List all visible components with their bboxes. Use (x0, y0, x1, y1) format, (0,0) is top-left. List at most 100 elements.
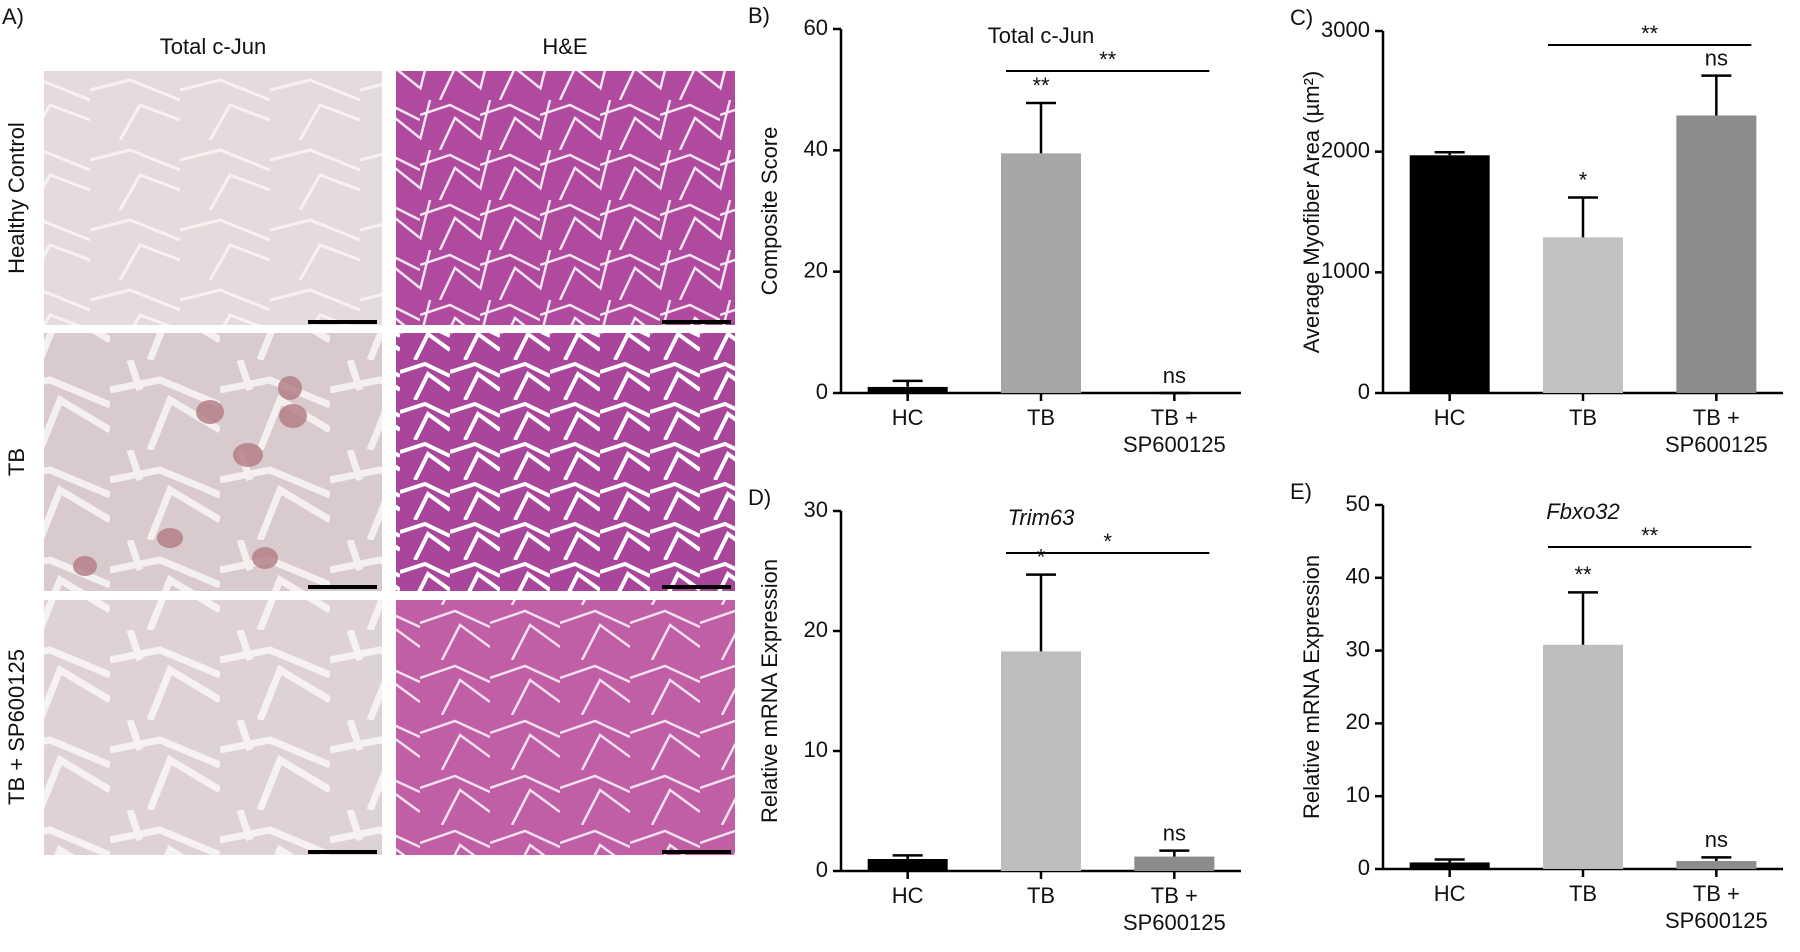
bracket-label: ** (1099, 47, 1117, 72)
micrograph (396, 600, 735, 855)
panel-label: C) (1290, 5, 1313, 30)
column-title: Total c-Jun (160, 34, 266, 59)
significance-label: ns (1163, 363, 1186, 388)
bar (1543, 644, 1623, 869)
row-label: TB + SP600125 (4, 649, 29, 805)
bracket-label: ** (1641, 21, 1659, 46)
bracket-label: * (1103, 529, 1112, 554)
error-bar (1159, 849, 1190, 857)
column-title: H&E (542, 34, 587, 59)
error-bar (1701, 856, 1732, 861)
significance-label: ns (1705, 827, 1728, 852)
x-tick-label-line: TB + (1693, 881, 1740, 906)
y-axis-label: Relative mRNA Expression (757, 559, 782, 823)
bar (1001, 153, 1081, 393)
error-bar (1026, 573, 1056, 652)
micrograph (44, 71, 382, 325)
y-tick-label: 60 (804, 15, 828, 40)
x-tick-label: TB (1569, 881, 1597, 906)
panel-a: A) Total c-Jun H&E Healthy Control TB TB… (2, 4, 735, 855)
y-tick-label: 3000 (1321, 17, 1370, 42)
bracket-label: ** (1641, 523, 1659, 548)
row-label: TB (4, 448, 29, 476)
bar-chart: B) Composite Score Total c-Jun 0 20 40 60 HC TB *… (748, 3, 1241, 457)
error-bar (892, 854, 923, 859)
y-tick-label: 10 (804, 737, 828, 762)
chart-title: Trim63 (1008, 505, 1076, 530)
x-tick-label-line: SP600125 (1123, 910, 1226, 935)
x-tick-label: HC (1434, 881, 1466, 906)
panel-label: B) (748, 3, 770, 28)
bar (1409, 155, 1490, 393)
bar (1001, 651, 1081, 871)
y-tick-label: 0 (816, 857, 828, 882)
bar (1543, 237, 1623, 393)
y-tick-label: 40 (804, 136, 828, 161)
y-axis-label: Composite Score (757, 127, 782, 296)
x-tick-label: HC (892, 405, 924, 430)
y-tick-label: 2000 (1321, 137, 1370, 162)
bar (1409, 862, 1490, 869)
micrograph (396, 71, 735, 325)
significance-label: ns (1163, 820, 1186, 845)
significance-label: * (1579, 167, 1588, 192)
error-bar (1026, 101, 1056, 154)
micrograph (44, 600, 382, 855)
chart-title: Total c-Jun (988, 23, 1094, 48)
y-tick-label: 20 (1346, 709, 1370, 734)
bar-chart: D) Relative mRNA Expression Trim63 0 10 20 30 H… (748, 485, 1241, 935)
y-tick-label: 30 (1346, 636, 1370, 661)
significance-label: * (1037, 544, 1046, 569)
y-tick-label: 40 (1346, 564, 1370, 589)
x-tick-label: HC (1434, 405, 1466, 430)
row-label: Healthy Control (4, 122, 29, 274)
bar-chart: C) Average Myofiber Area (µm²) 0 1000 2000 30… (1290, 5, 1783, 457)
y-tick-label: 10 (1346, 782, 1370, 807)
y-tick-label: 20 (804, 257, 828, 282)
x-tick-label: TB + SP600125 (1665, 405, 1768, 457)
x-tick-label: TB + SP600125 (1665, 881, 1768, 933)
x-tick-label: TB (1027, 405, 1055, 430)
bar (1676, 115, 1757, 393)
error-bar (1568, 591, 1598, 645)
bar (1676, 860, 1757, 869)
stain-spots (73, 376, 307, 576)
significance-label: ** (1032, 73, 1050, 98)
y-tick-label: 0 (1358, 855, 1370, 880)
error-bar (1434, 151, 1465, 156)
y-tick-label: 0 (816, 379, 828, 404)
bar (867, 386, 948, 393)
error-bar (1568, 196, 1598, 238)
y-tick-label: 30 (804, 497, 828, 522)
y-axis-label: Relative mRNA Expression (1299, 555, 1324, 819)
panel-label: E) (1290, 479, 1312, 504)
x-tick-label-line: TB + (1151, 883, 1198, 908)
micrograph (44, 333, 382, 591)
x-tick-label-line: TB + (1693, 405, 1740, 430)
panel-label: D) (748, 485, 771, 510)
x-tick-label: TB + SP600125 (1123, 405, 1226, 457)
panel-label: A) (2, 4, 24, 29)
bar-chart: E) Relative mRNA Expression Fbxo32 0 10 20 30 4… (1290, 479, 1783, 933)
y-tick-label: 0 (1358, 379, 1370, 404)
x-tick-label: TB (1569, 405, 1597, 430)
x-tick-label-line: SP600125 (1665, 908, 1768, 933)
x-tick-label-line: TB + (1151, 405, 1198, 430)
error-bar (1434, 858, 1465, 863)
y-tick-label: 1000 (1321, 258, 1370, 283)
significance-label: ** (1574, 562, 1592, 587)
y-axis-label: Average Myofiber Area (µm²) (1299, 71, 1324, 353)
significance-label: ns (1705, 45, 1728, 70)
y-tick-label: 20 (804, 617, 828, 642)
error-bar (892, 379, 923, 387)
x-tick-label: TB (1027, 883, 1055, 908)
micrograph (396, 333, 735, 591)
x-tick-label-line: SP600125 (1123, 432, 1226, 457)
x-tick-label: TB + SP600125 (1123, 883, 1226, 935)
y-tick-label: 50 (1346, 491, 1370, 516)
bar (867, 859, 948, 871)
bar (1134, 856, 1215, 871)
scale-bars (308, 320, 731, 854)
x-tick-label: HC (892, 883, 924, 908)
